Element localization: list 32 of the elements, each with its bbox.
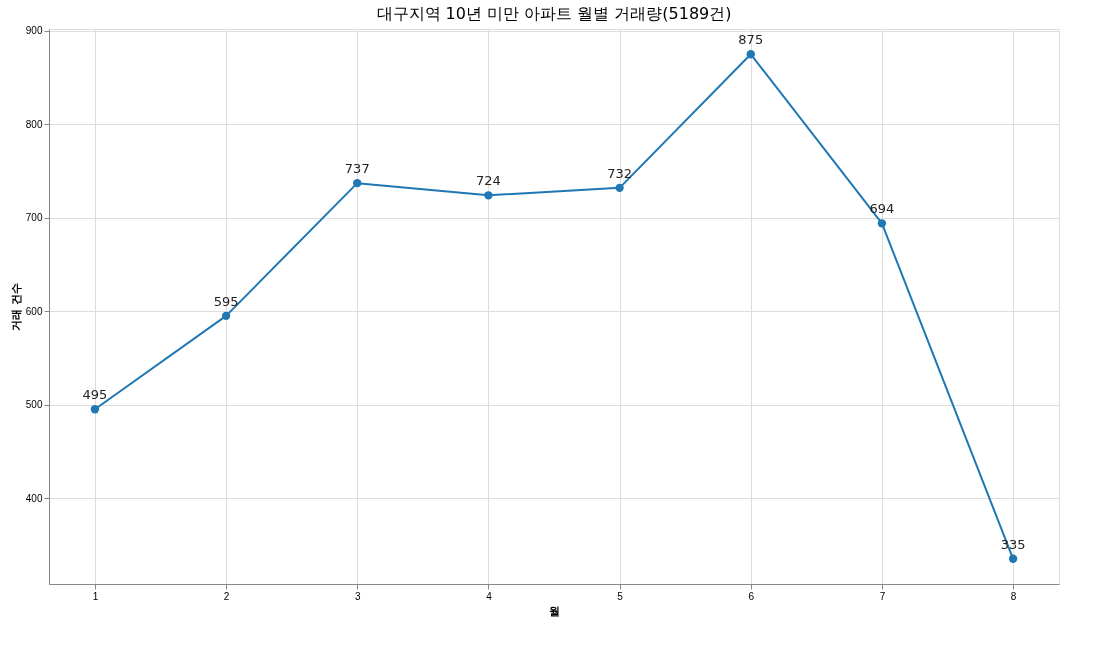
data-label: 694	[869, 201, 895, 217]
point	[746, 50, 755, 59]
x-tick-label: 6	[748, 590, 755, 602]
point	[484, 191, 493, 200]
x-tick-label: 4	[486, 590, 493, 602]
y-tick-label: 500	[25, 399, 43, 411]
x-tick-label: 7	[879, 590, 886, 602]
x-axis-title: 월	[549, 604, 560, 617]
data-label: 737	[344, 161, 370, 177]
data-label: 875	[738, 32, 764, 48]
point	[90, 405, 100, 414]
data-label: 724	[476, 173, 501, 189]
y-tick-label: 600	[25, 305, 43, 317]
chart-title: 대구지역 10년 미만 아파트 월별 거래량(5189건)	[376, 3, 732, 23]
x-tick-label: 2	[223, 590, 230, 602]
point	[221, 311, 231, 321]
y-tick-label: 800	[25, 118, 43, 130]
x-tick-label: 1	[92, 590, 99, 602]
point	[353, 178, 362, 188]
point	[877, 219, 887, 228]
y-tick-label: 900	[25, 25, 43, 37]
data-label: 595	[213, 293, 239, 309]
point	[615, 183, 624, 193]
data-label: 495	[82, 387, 108, 403]
data-label: 732	[607, 165, 632, 181]
y-axis-title: 거래 건수	[9, 283, 22, 331]
x-tick-label: 3	[354, 590, 361, 602]
y-tick-label: 700	[25, 212, 43, 224]
x-tick-label: 8	[1010, 590, 1017, 602]
y-tick-label: 400	[25, 492, 43, 504]
point	[1008, 554, 1018, 563]
x-tick-label: 5	[617, 590, 624, 602]
